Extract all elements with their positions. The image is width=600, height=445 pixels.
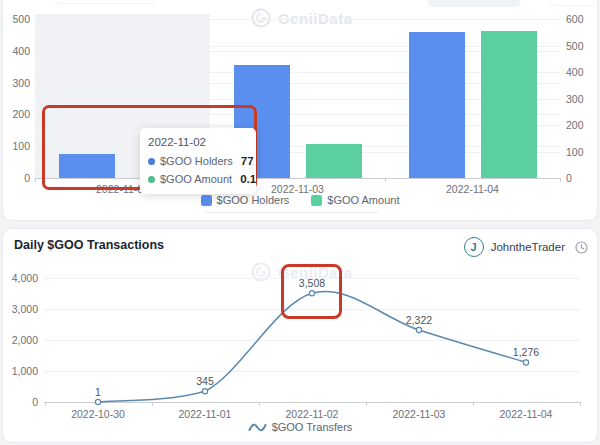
transactions-chart: 01,0002,0003,0004,0002022-10-302022-11-0… xyxy=(0,0,600,445)
holders-dot-icon xyxy=(148,158,155,165)
tooltip-holders-value: 77 xyxy=(233,155,254,167)
dashboard: GeniiData 2022-11-022022-11-032022-11-04… xyxy=(0,0,600,445)
tooltip-amount-label: $GOO Amount xyxy=(160,173,232,185)
tooltip-row-amount: $GOO Amount 0.1 xyxy=(148,173,247,185)
data-point-2022-11-03[interactable] xyxy=(416,327,421,332)
data-point-2022-11-01[interactable] xyxy=(202,389,207,394)
tooltip-amount-value: 0.1 xyxy=(232,173,256,185)
annotation-rect-bottom xyxy=(281,264,342,319)
data-point-2022-10-30[interactable] xyxy=(95,399,100,404)
tooltip-row-holders: $GOO Holders 77 xyxy=(148,155,247,167)
amount-dot-icon xyxy=(148,176,155,183)
value-label: 345 xyxy=(165,375,245,387)
tooltip-holders-label: $GOO Holders xyxy=(160,155,233,167)
chart-tooltip: 2022-11-02 $GOO Holders 77 $GOO Amount 0… xyxy=(140,128,256,194)
transfers-line-series xyxy=(0,0,600,445)
value-label: 1 xyxy=(58,386,138,398)
value-label: 1,276 xyxy=(486,346,566,358)
value-label: 2,322 xyxy=(379,314,459,326)
tooltip-date: 2022-11-02 xyxy=(148,136,247,148)
data-point-2022-11-04[interactable] xyxy=(523,360,528,365)
